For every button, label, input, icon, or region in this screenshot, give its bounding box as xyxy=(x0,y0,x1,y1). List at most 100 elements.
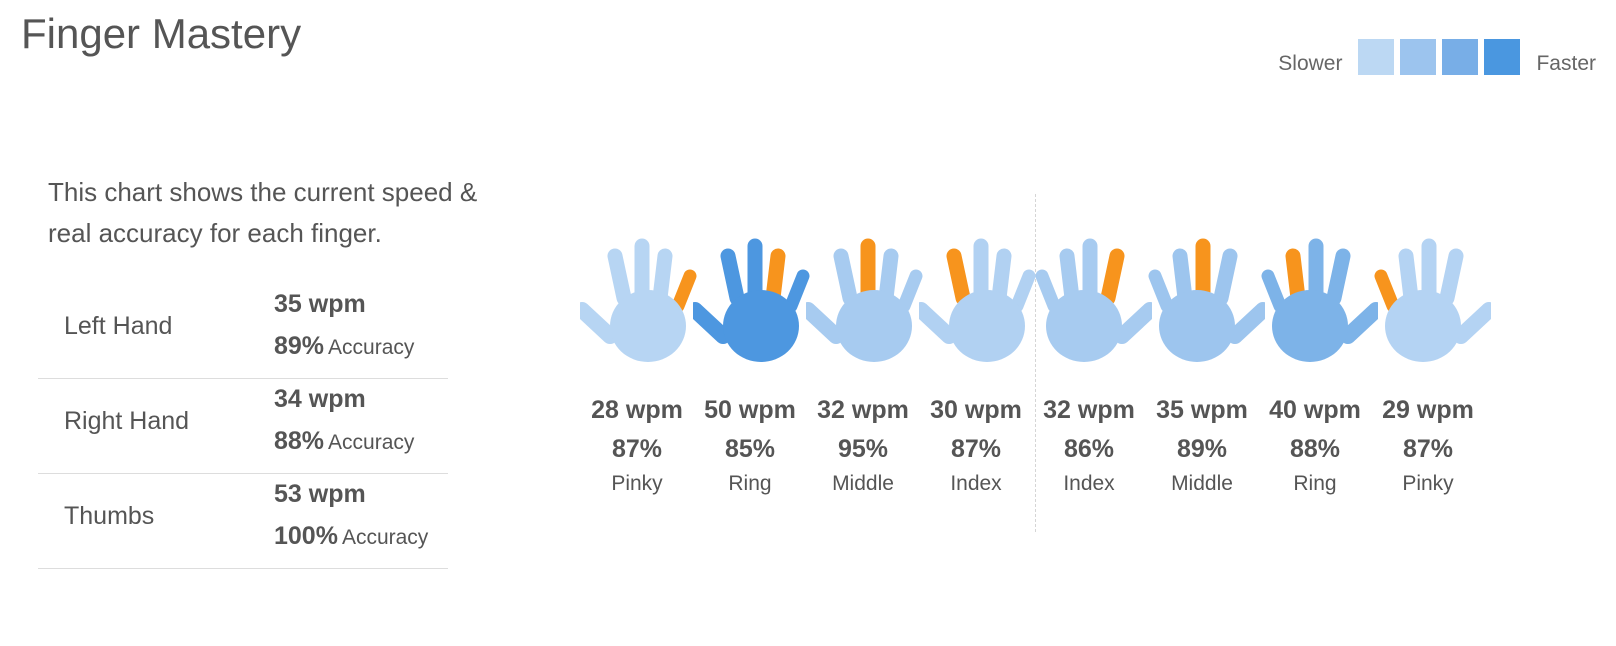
legend-swatch-4 xyxy=(1484,39,1521,75)
palm-shape xyxy=(949,290,1025,362)
finger-accuracy: 89% xyxy=(1176,435,1228,463)
finger-shape xyxy=(897,269,923,313)
legend-swatches xyxy=(1358,39,1521,75)
finger-accuracy: 85% xyxy=(724,435,776,463)
finger-wpm: 32 wpm xyxy=(817,396,909,424)
finger-shape xyxy=(1114,302,1152,344)
finger-shape xyxy=(919,302,957,344)
legend-swatch-3 xyxy=(1442,39,1479,75)
finger-shape xyxy=(693,302,731,344)
summary-row-wpm: 35 wpm xyxy=(274,290,366,318)
finger-shape xyxy=(878,248,899,306)
finger-wpm: 35 wpm xyxy=(1156,396,1248,424)
summary-row-accuracy-word: Accuracy xyxy=(341,526,429,549)
finger-name: Pinky xyxy=(611,472,663,495)
finger-shape xyxy=(607,248,632,306)
finger-stat-right-pinky: 29 wpm 87% Pinky xyxy=(1371,236,1491,496)
finger-shape xyxy=(1439,248,1464,306)
palm-shape xyxy=(836,290,912,362)
page-title: Finger Mastery xyxy=(21,10,302,57)
palm-shape xyxy=(1159,290,1235,362)
right-hand-pinky-icon xyxy=(1374,238,1491,362)
finger-accuracy: 88% xyxy=(1289,435,1341,463)
finger-shape xyxy=(1172,248,1193,306)
finger-name: Pinky xyxy=(1402,472,1454,495)
finger-wpm: 30 wpm xyxy=(930,396,1022,424)
legend-faster-label: Faster xyxy=(1536,52,1596,75)
right-hand-index-icon xyxy=(1035,238,1152,362)
summary-row-label: Left Hand xyxy=(64,312,173,340)
palm-shape xyxy=(723,290,799,362)
finger-shape xyxy=(1398,248,1419,306)
finger-shape xyxy=(1010,269,1036,313)
summary-row-accuracy-value: 100% xyxy=(274,522,338,550)
finger-stat-left-index: 30 wpm 87% Index xyxy=(919,236,1036,496)
highlighted-finger xyxy=(1285,248,1306,306)
left-hand-pinky-icon xyxy=(580,238,697,362)
finger-shape xyxy=(784,269,810,313)
finger-shape xyxy=(806,302,844,344)
highlighted-finger xyxy=(1100,248,1125,306)
palm-shape xyxy=(1046,290,1122,362)
palm-shape xyxy=(1272,290,1348,362)
finger-wpm: 28 wpm xyxy=(591,396,683,424)
summary-row-accuracy: 88% Accuracy xyxy=(274,427,414,456)
finger-shape xyxy=(833,248,858,306)
summary-row-wpm: 53 wpm xyxy=(274,480,366,508)
finger-shape xyxy=(1148,269,1174,313)
finger-stat-right-ring: 40 wpm 88% Ring xyxy=(1258,236,1378,496)
finger-shape xyxy=(1326,248,1351,306)
right-hand-ring-icon xyxy=(1261,238,1378,362)
hands-divider xyxy=(1035,194,1036,532)
finger-accuracy: 95% xyxy=(837,435,889,463)
highlighted-finger xyxy=(671,269,697,313)
finger-shape xyxy=(1453,302,1491,344)
finger-accuracy: 87% xyxy=(611,435,663,463)
summary-row-accuracy: 100% Accuracy xyxy=(274,522,428,551)
finger-stat-left-pinky: 28 wpm 87% Pinky xyxy=(580,236,697,496)
legend-slower-label: Slower xyxy=(1278,52,1343,75)
hand-summary-table: Left Hand 35 wpm 89% Accuracy Right Hand … xyxy=(38,284,448,569)
finger-shape xyxy=(1213,248,1238,306)
summary-row-wpm: 34 wpm xyxy=(274,385,366,413)
finger-wpm: 50 wpm xyxy=(704,396,796,424)
summary-row-accuracy-word: Accuracy xyxy=(328,431,415,454)
finger-shape xyxy=(991,248,1012,306)
finger-accuracy: 87% xyxy=(1402,435,1454,463)
summary-row-thumbs: Thumbs 53 wpm 100% Accuracy xyxy=(38,474,448,569)
finger-chart: 28 wpm 87% Pinky 50 wpm 85% Ring 32 wpm 95% Midd… xyxy=(580,190,1580,540)
summary-row-accuracy: 89% Accuracy xyxy=(274,332,414,361)
finger-stat-right-index: 32 wpm 86% Index xyxy=(1032,236,1152,496)
palm-shape xyxy=(610,290,686,362)
summary-row-accuracy-word: Accuracy xyxy=(328,336,415,359)
finger-stat-right-middle: 35 wpm 89% Middle xyxy=(1145,236,1265,496)
finger-shape xyxy=(1227,302,1265,344)
finger-shape xyxy=(720,248,745,306)
left-hand-ring-icon xyxy=(693,238,810,362)
left-hand-middle-icon xyxy=(806,238,923,362)
highlighted-finger xyxy=(946,248,971,306)
summary-row-label: Right Hand xyxy=(64,407,190,435)
highlighted-finger xyxy=(1374,269,1400,313)
finger-name: Ring xyxy=(1293,472,1337,495)
finger-name: Index xyxy=(950,472,1002,495)
finger-name: Ring xyxy=(728,472,772,495)
finger-shape xyxy=(1035,269,1061,313)
summary-row-right-hand: Right Hand 34 wpm 88% Accuracy xyxy=(38,379,448,474)
finger-shape xyxy=(1340,302,1378,344)
highlighted-finger xyxy=(765,248,786,306)
finger-stat-left-middle: 32 wpm 95% Middle xyxy=(806,236,923,496)
summary-row-accuracy-value: 89% xyxy=(274,332,325,360)
finger-shape xyxy=(1059,248,1080,306)
finger-shape xyxy=(580,302,618,344)
finger-accuracy: 86% xyxy=(1063,435,1115,463)
legend-swatch-1 xyxy=(1358,39,1395,75)
finger-shape xyxy=(652,248,673,306)
finger-shape xyxy=(1261,269,1287,313)
palm-shape xyxy=(1385,290,1461,362)
finger-name: Middle xyxy=(832,472,894,495)
summary-row-left-hand: Left Hand 35 wpm 89% Accuracy xyxy=(38,284,448,379)
finger-name: Index xyxy=(1063,472,1115,495)
chart-description: This chart shows the current speed & rea… xyxy=(48,177,478,248)
left-hand-index-icon xyxy=(919,238,1036,362)
